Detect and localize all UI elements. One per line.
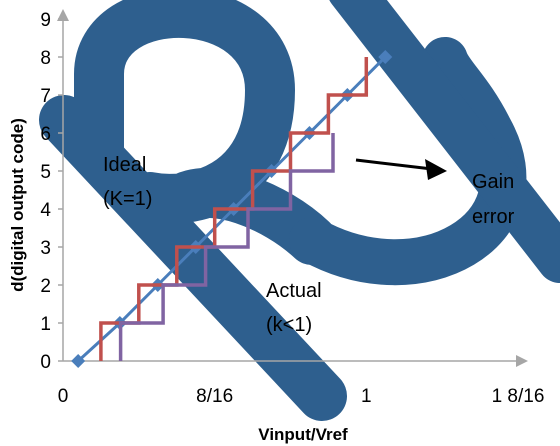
axes xyxy=(57,9,528,367)
watermark-stroke-shape xyxy=(329,0,560,283)
x-tick-label: 8/16 xyxy=(196,386,233,407)
x-axis-title: Vinput/Vref xyxy=(258,425,348,444)
annotation-ideal-line2: (K=1) xyxy=(103,188,152,210)
y-tick-label: 5 xyxy=(40,162,51,183)
data-point-marker xyxy=(378,50,393,64)
y-tick-label: 1 xyxy=(40,314,51,335)
annotation-ideal-line1: Ideal xyxy=(103,154,146,176)
y-tick-label: 9 xyxy=(40,10,51,31)
gain-error-arrow xyxy=(355,158,447,180)
y-tick-label: 3 xyxy=(40,238,51,259)
data-point-marker xyxy=(71,354,86,368)
x-tick-label: 1 xyxy=(361,386,372,407)
annotation-gain-line1: Gain xyxy=(472,171,514,193)
y-tick-label: 0 xyxy=(40,352,51,373)
x-tick-label: 0 xyxy=(58,386,69,407)
series-ideal-staircase xyxy=(99,57,369,361)
series-actual-staircase xyxy=(118,133,335,361)
x-tick-labels: 0 8/16 1 1 8/16 xyxy=(58,386,545,407)
y-axis-arrowhead xyxy=(57,9,69,21)
x-tick-label: 1 8/16 xyxy=(492,386,545,407)
x-axis-arrowhead xyxy=(516,355,528,367)
annotation-gain-line2: error xyxy=(472,206,515,228)
y-tick-label: 2 xyxy=(40,276,51,297)
y-tick-label: 6 xyxy=(40,124,51,145)
y-axis-title: d(digital output code) xyxy=(8,118,27,292)
annotation-actual-line2: (k<1) xyxy=(266,314,312,336)
y-tick-label: 7 xyxy=(40,86,51,107)
y-tick-label: 4 xyxy=(40,200,51,221)
series-group xyxy=(71,50,393,368)
annotation-actual-line1: Actual xyxy=(266,280,322,302)
y-tick-label: 8 xyxy=(40,48,51,69)
y-tick-labels: 0 1 2 3 4 5 6 7 8 9 xyxy=(40,10,63,373)
